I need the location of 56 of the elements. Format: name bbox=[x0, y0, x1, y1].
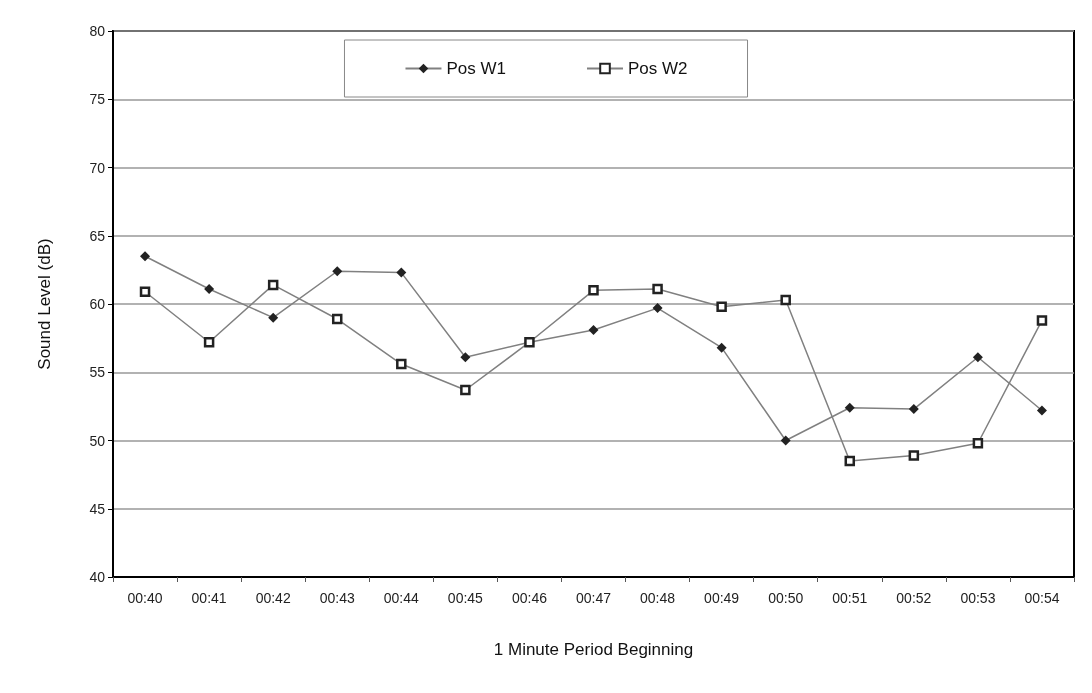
legend-label: Pos W1 bbox=[446, 59, 507, 78]
x-tick-label: 00:54 bbox=[1024, 590, 1060, 606]
x-tick-label: 00:40 bbox=[127, 590, 163, 606]
point bbox=[844, 455, 856, 467]
point bbox=[588, 324, 599, 335]
x-tick-label: 00:47 bbox=[575, 590, 612, 606]
point bbox=[203, 336, 215, 348]
point bbox=[908, 450, 920, 461]
point bbox=[267, 279, 279, 291]
x-tick-label: 00:53 bbox=[960, 590, 996, 606]
y-tick-label: 50 bbox=[89, 432, 106, 449]
point bbox=[652, 283, 663, 295]
point bbox=[396, 267, 407, 278]
point bbox=[331, 313, 343, 325]
x-tick-label: 00:45 bbox=[447, 590, 484, 606]
y-tick-label: 75 bbox=[89, 91, 106, 108]
y-tick-label: 40 bbox=[89, 569, 106, 585]
point bbox=[1036, 315, 1048, 326]
y-tick-label: 80 bbox=[89, 23, 106, 39]
x-tick-label: 00:44 bbox=[383, 590, 420, 606]
x-tick-label: 00:41 bbox=[191, 590, 227, 606]
point bbox=[972, 437, 984, 449]
x-tick-label: 00:50 bbox=[768, 590, 804, 606]
y-tick-label: 45 bbox=[89, 500, 106, 517]
point bbox=[716, 342, 727, 353]
y-tick-label: 70 bbox=[89, 159, 106, 176]
point bbox=[652, 303, 663, 314]
point bbox=[908, 404, 919, 415]
point bbox=[972, 352, 983, 363]
x-tick-label: 00:52 bbox=[896, 590, 932, 606]
x-tick-label: 00:43 bbox=[319, 590, 355, 606]
point bbox=[204, 283, 215, 294]
point bbox=[716, 301, 727, 312]
x-axis-title: 1 Minute Period Beginning bbox=[493, 640, 694, 659]
x-tick-label: 00:46 bbox=[511, 590, 548, 606]
x-tick-label: 00:51 bbox=[832, 590, 868, 606]
point bbox=[140, 251, 151, 262]
point bbox=[396, 358, 407, 370]
point bbox=[139, 286, 151, 297]
y-tick-label: 55 bbox=[89, 364, 106, 381]
legend-label: Pos W2 bbox=[628, 59, 688, 78]
point bbox=[332, 266, 343, 277]
x-tick-label: 00:48 bbox=[640, 590, 676, 606]
point bbox=[460, 352, 471, 363]
point bbox=[460, 384, 471, 396]
x-tick-label: 00:42 bbox=[255, 590, 291, 606]
point bbox=[780, 435, 791, 446]
x-tick-label: 00:49 bbox=[704, 590, 740, 606]
point bbox=[268, 312, 279, 323]
y-tick-label: 60 bbox=[89, 296, 106, 312]
point bbox=[780, 294, 791, 306]
point bbox=[1036, 405, 1047, 416]
y-tick-label: 65 bbox=[89, 227, 106, 244]
point bbox=[588, 285, 599, 296]
y-axis-title: Sound Level (dB) bbox=[35, 238, 54, 370]
point bbox=[844, 402, 855, 413]
